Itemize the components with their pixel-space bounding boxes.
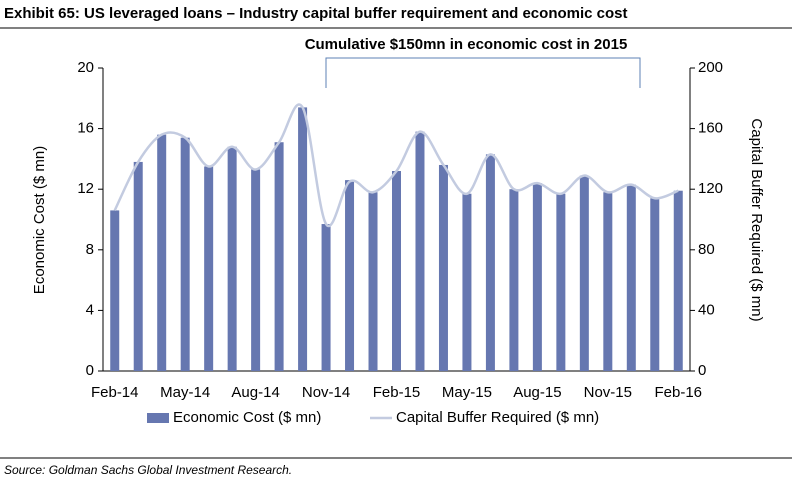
y2-tick-label: 0 [698,362,706,379]
bar [603,192,613,371]
legend-label: Capital Buffer Required ($ mn) [396,409,599,426]
x-tick-label: Feb-15 [373,384,421,401]
bar [673,190,683,371]
bar [321,224,331,371]
legend-swatch [147,413,169,423]
bar [298,107,308,371]
x-tick-label: Feb-16 [654,384,702,401]
chart-title: Exhibit 65: US leveraged loans – Industr… [4,5,628,22]
y-tick-label: 0 [86,362,94,379]
line [113,103,679,228]
x-tick-label: Aug-15 [513,384,561,401]
bar [345,180,355,371]
y2-tick-label: 160 [698,120,723,137]
y-tick-label: 4 [86,301,94,318]
bar [532,183,542,371]
x-tick-label: Aug-14 [231,384,279,401]
bar [485,154,495,371]
y-tick-label: 8 [86,241,94,258]
bar [462,193,472,371]
bar [227,146,237,371]
bar [157,134,167,371]
bar [626,184,636,371]
y2-tick-label: 80 [698,241,715,258]
bar [579,175,589,371]
bar [180,137,190,371]
bar [392,171,401,371]
annotation: Cumulative $150mn in economic cost in 20… [305,36,628,53]
y2-tick-label: 200 [698,59,723,76]
x-tick-label: Feb-14 [91,384,139,401]
bar [110,210,120,371]
y-axis-title: Economic Cost ($ mn) [31,146,48,294]
bar [438,164,448,371]
y-tick-label: 16 [77,120,94,137]
x-tick-label: May-15 [442,384,492,401]
x-tick-label: Nov-14 [302,384,350,401]
bar [509,189,519,371]
bar [133,161,143,371]
bar [368,192,378,371]
y-tick-label: 20 [77,59,94,76]
x-tick-label: Nov-15 [584,384,632,401]
annotation-bracket [325,57,641,88]
bar [556,193,566,371]
source: Source: Goldman Sachs Global Investment … [4,463,292,477]
x-tick-label: May-14 [160,384,210,401]
bar [204,166,214,371]
y2-axis-title: Capital Buffer Required ($ mn) [748,118,765,321]
legend-label: Economic Cost ($ mn) [173,409,321,426]
bar [415,131,425,371]
y-tick-label: 12 [77,180,94,197]
y2-tick-label: 120 [698,180,723,197]
y2-tick-label: 40 [698,301,715,318]
bar [251,169,261,371]
bar [274,142,284,371]
bar [650,198,660,371]
